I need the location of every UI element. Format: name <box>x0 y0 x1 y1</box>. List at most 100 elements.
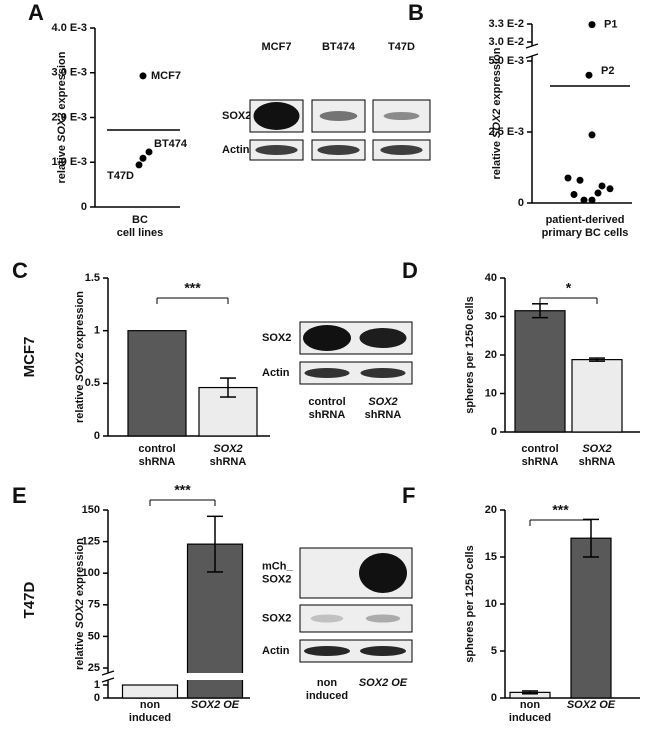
x-tick-label: control <box>138 443 175 455</box>
y-tick-label: 100 <box>82 567 100 579</box>
y-tick-label: 15 <box>485 551 497 563</box>
blot-band <box>359 646 407 656</box>
row-label: Actin <box>262 645 290 657</box>
y-tick-label: 0.5 <box>85 377 100 389</box>
x-axis-label: cell lines <box>117 227 163 239</box>
row-label: T47D <box>21 581 38 618</box>
row-label: SOX2 <box>222 110 251 122</box>
blot-band <box>253 102 300 130</box>
bar <box>121 684 179 699</box>
panel-letter: C <box>12 258 28 283</box>
blot-band <box>380 145 423 155</box>
y-axis-label-part: relative <box>74 631 86 670</box>
axis-break-mark <box>101 677 115 683</box>
x-tick-label: SOX2 OE <box>567 699 616 711</box>
blot-frame <box>372 99 431 133</box>
bar <box>127 330 187 437</box>
x-tick-label: SOX2 <box>582 443 611 455</box>
panel-letter: D <box>402 258 418 283</box>
axis-break-mark <box>525 43 539 49</box>
point-label: MCF7 <box>151 70 181 82</box>
data-point <box>580 196 588 204</box>
blot-band <box>319 111 358 121</box>
lane-label: induced <box>306 690 348 702</box>
y-axis-label-part: expression <box>491 47 503 105</box>
data-point <box>588 21 596 29</box>
y-axis-label-part: SOX2 <box>56 113 68 142</box>
point-label: P2 <box>601 65 614 77</box>
data-point <box>588 131 596 139</box>
data-point <box>570 190 578 198</box>
blot-band <box>310 614 344 623</box>
y-tick-label: 1 <box>94 325 100 337</box>
lane-label: MCF7 <box>262 41 292 53</box>
axis-break-mark <box>525 53 539 59</box>
point-label: T47D <box>107 170 134 182</box>
point-label: BT474 <box>154 138 188 150</box>
bar <box>570 537 612 699</box>
data-point <box>588 196 596 204</box>
blot-band <box>304 368 350 378</box>
y-tick-label: 0 <box>94 692 100 704</box>
y-tick-label: 30 <box>485 310 497 322</box>
y-tick-label: 5 <box>491 645 497 657</box>
data-point <box>576 176 584 184</box>
y-tick-label: 75 <box>88 599 100 611</box>
significance: *** <box>174 482 191 498</box>
panel-letter: B <box>408 0 424 25</box>
blot-band <box>303 646 351 656</box>
y-tick-label: 0 <box>491 426 497 438</box>
x-tick-label: shRNA <box>522 456 559 468</box>
blot-band <box>383 112 420 120</box>
blot-band <box>359 553 407 593</box>
y-axis-label: spheres per 1250 cells <box>464 545 476 662</box>
row-label: SOX2 <box>262 612 291 624</box>
y-axis-label-part: SOX2 <box>491 109 503 138</box>
y-tick-label: 10 <box>485 387 497 399</box>
lane-label: SOX2 OE <box>359 677 408 689</box>
lane-label: shRNA <box>365 409 402 421</box>
y-tick-label: 4.0 E-3 <box>52 22 87 34</box>
y-tick-label: 0 <box>491 692 497 704</box>
lane-label: non <box>317 677 337 689</box>
x-axis-label: BC <box>132 214 148 226</box>
bar <box>514 310 566 433</box>
blot-band <box>255 145 298 155</box>
y-axis-label-part: SOX2 <box>74 599 86 628</box>
lane-label: SOX2 <box>368 396 397 408</box>
row-label: Actin <box>262 367 290 379</box>
blot-frame <box>299 361 413 385</box>
data-point <box>139 72 147 80</box>
x-tick-label: SOX2 <box>213 443 242 455</box>
row-label: mCh_ <box>262 560 293 572</box>
y-axis-label-part: relative <box>56 145 68 184</box>
y-tick-label: 1 <box>94 679 100 691</box>
data-point <box>606 185 614 193</box>
blot-band <box>365 614 401 623</box>
blot-band <box>303 325 351 351</box>
blot-band <box>317 145 360 155</box>
y-tick-label: 1.5 <box>85 272 100 284</box>
y-tick-label: 10 <box>485 598 497 610</box>
y-axis-label: relative SOX2 expression <box>491 47 503 179</box>
significance: * <box>566 280 572 296</box>
significance: *** <box>184 280 201 296</box>
x-tick-label: shRNA <box>579 456 616 468</box>
lane-label: BT474 <box>322 41 356 53</box>
blot-band <box>360 368 406 378</box>
y-axis-label-part: relative <box>74 384 86 423</box>
significance: *** <box>552 502 569 518</box>
data-point <box>594 189 602 197</box>
y-tick-label: 1.0 E-3 <box>52 156 87 168</box>
y-tick-label: 0 <box>94 430 100 442</box>
data-point <box>564 174 572 182</box>
y-tick-label: 40 <box>485 272 497 284</box>
y-tick-label: 25 <box>88 662 100 674</box>
blot-frame <box>299 639 413 663</box>
x-tick-label: non <box>520 699 540 711</box>
y-axis-label-part: expression <box>74 291 86 349</box>
data-point <box>585 71 593 79</box>
axis-break <box>100 673 250 680</box>
panel-letter: A <box>28 0 44 25</box>
